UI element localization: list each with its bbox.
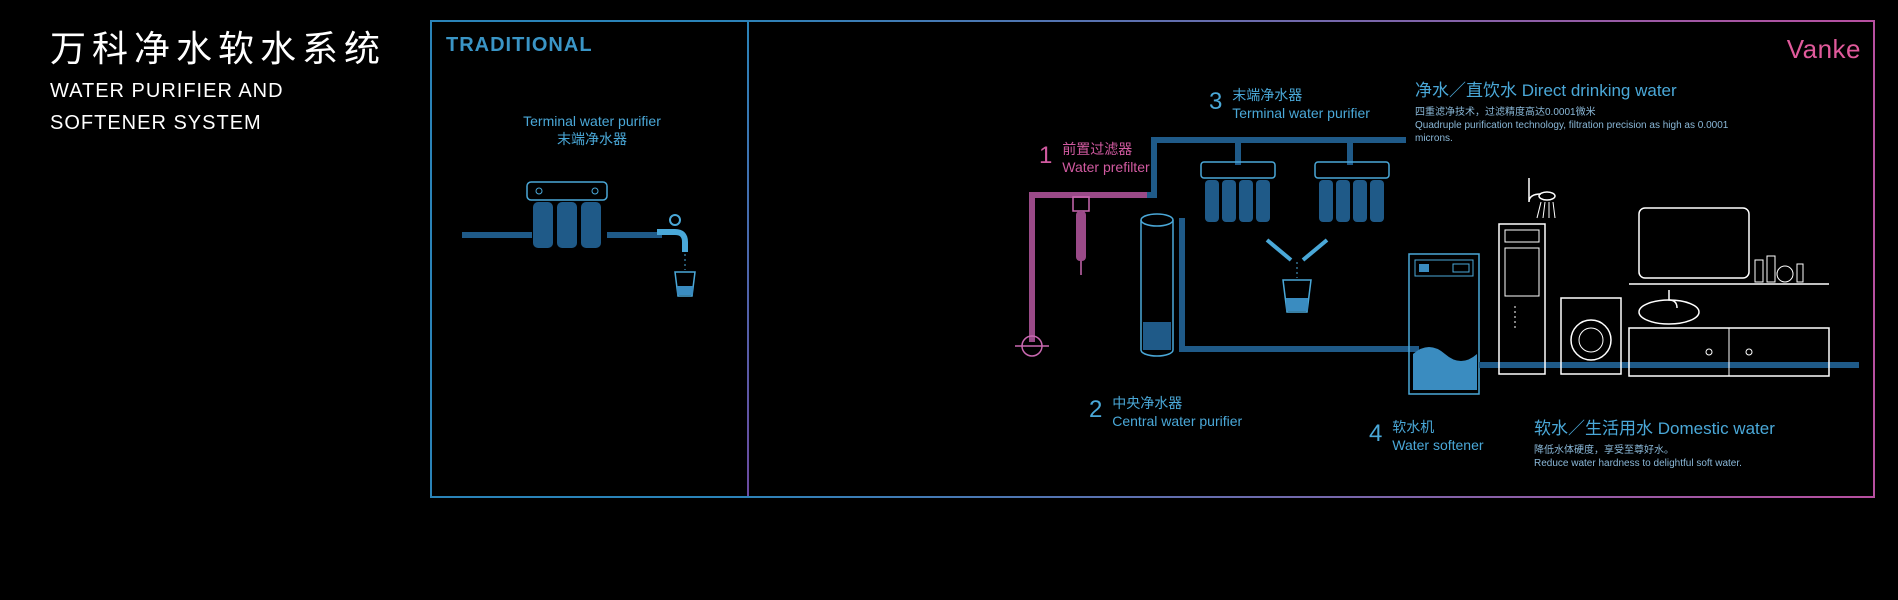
blue-top-manifold bbox=[1151, 137, 1406, 143]
cup-icon bbox=[1267, 240, 1327, 320]
title-en-line1: WATER PURIFIER AND bbox=[50, 78, 386, 104]
trad-pipe-out bbox=[607, 232, 662, 238]
page-title-block: 万科净水软水系统 WATER PURIFIER AND SOFTENER SYS… bbox=[50, 20, 386, 136]
central-purifier-icon bbox=[1137, 212, 1177, 382]
water-softener-icon bbox=[1409, 254, 1479, 394]
step4-label: 4 软水机 Water softener bbox=[1369, 418, 1484, 454]
vanke-column: Vanke 净水／直饮水 Direct drinking water 四重滤净技… bbox=[749, 22, 1875, 496]
blue-down-from-central bbox=[1179, 218, 1185, 352]
trad-label-en: Terminal water purifier bbox=[492, 112, 692, 130]
diagram-frame: TRADITIONAL Terminal water purifier 末端净水… bbox=[430, 20, 1875, 498]
blue-up-left bbox=[1151, 137, 1157, 197]
traditional-header: TRADITIONAL bbox=[446, 34, 593, 57]
title-cn: 万科净水软水系统 bbox=[50, 20, 386, 72]
traditional-column: TRADITIONAL Terminal water purifier 末端净水… bbox=[432, 22, 747, 496]
pink-pipe-vert bbox=[1029, 192, 1035, 342]
step2-label: 2 中央净水器 Central water purifier bbox=[1089, 394, 1242, 430]
vanke-header: Vanke bbox=[1787, 34, 1861, 65]
step3-label: 3 末端净水器 Terminal water purifier bbox=[1209, 86, 1370, 122]
blue-to-softener bbox=[1179, 346, 1419, 352]
drinking-water-title: 净水／直饮水 Direct drinking water 四重滤净技术，过滤精度… bbox=[1415, 80, 1755, 145]
bathroom-icon bbox=[1499, 178, 1849, 398]
prefilter-icon bbox=[1069, 197, 1093, 277]
blue-drop-a bbox=[1235, 137, 1241, 165]
trad-purifier-icon bbox=[527, 182, 607, 262]
terminal-purifier-a-icon bbox=[1201, 162, 1275, 240]
step1-label: 1 前置过滤器 Water prefilter bbox=[1039, 140, 1150, 176]
traditional-label: Terminal water purifier 末端净水器 bbox=[492, 112, 692, 148]
trad-tap-icon bbox=[657, 212, 707, 302]
trad-label-cn: 末端净水器 bbox=[492, 130, 692, 148]
inlet-gauge-icon bbox=[1009, 332, 1055, 362]
terminal-purifier-b-icon bbox=[1315, 162, 1389, 240]
blue-drop-b bbox=[1347, 137, 1353, 165]
title-en-line2: SOFTENER SYSTEM bbox=[50, 110, 386, 136]
domestic-water-title: 软水／生活用水 Domestic water 降低水体硬度，享受至尊好水。 Re… bbox=[1534, 418, 1874, 470]
trad-pipe-in bbox=[462, 232, 532, 238]
